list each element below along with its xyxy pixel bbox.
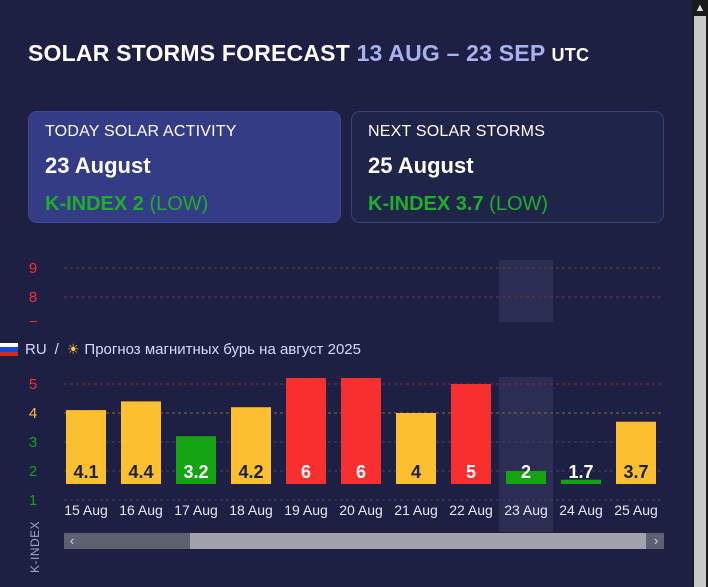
bar-value-label: 4: [411, 462, 421, 482]
bar-16-aug: [121, 401, 161, 484]
y-axis-title: K-INDEX: [28, 521, 42, 573]
chart-horizontal-scrollbar[interactable]: ‹ ›: [64, 533, 664, 549]
x-tick-label: 18 Aug: [229, 502, 273, 518]
today-card-date: 23 August: [45, 153, 151, 178]
forecast-link[interactable]: Прогноз магнитных бурь на август 2025: [84, 341, 361, 358]
page-vertical-scrollbar[interactable]: ▲: [692, 0, 708, 587]
bar-value-label: 6: [301, 462, 311, 482]
scroll-left-arrow-icon[interactable]: ‹: [69, 533, 75, 548]
scroll-up-arrow-icon[interactable]: ▲: [694, 2, 706, 14]
bar-value-label: 4.1: [73, 462, 98, 482]
today-activity-card: TODAY SOLAR ACTIVITY 23 August K-INDEX 2…: [28, 111, 341, 223]
x-tick-label: 16 Aug: [119, 502, 163, 518]
today-highlight-column: [499, 260, 553, 532]
x-tick-label: 17 Aug: [174, 502, 218, 518]
x-tick-label: 24 Aug: [559, 502, 603, 518]
today-kindex: K-INDEX 2 (LOW): [45, 193, 324, 216]
language-overlay: [0, 322, 692, 377]
sun-icon: ☀: [66, 341, 80, 357]
today-card-label: TODAY SOLAR ACTIVITY: [45, 123, 237, 140]
bar-value-label: 5: [466, 462, 476, 482]
x-tick-label: 20 Aug: [339, 502, 383, 518]
y-tick-label: 4: [29, 405, 37, 422]
y-tick-label: 2: [29, 463, 37, 480]
bar-23-aug: [506, 471, 546, 484]
bar-value-label: 4.2: [238, 462, 263, 482]
y-tick-label: 9: [29, 260, 37, 277]
y-tick-label: 1: [29, 492, 37, 509]
bar-18-aug: [231, 407, 271, 484]
bar-21-aug: [396, 413, 436, 484]
next-card-label: NEXT SOLAR STORMS: [368, 123, 546, 140]
today-kindex-level: (LOW): [149, 193, 209, 215]
next-card-date: 25 August: [368, 153, 474, 178]
x-tick-label: 21 Aug: [394, 502, 438, 518]
bar-value-label: 6: [356, 462, 366, 482]
next-kindex-value: K-INDEX 3.7: [368, 193, 484, 215]
y-tick-label: 3: [29, 434, 37, 451]
page-title: SOLAR STORMS FORECAST 13 AUG – 23 SEP UT…: [28, 40, 589, 67]
bar-value-label: 3.7: [623, 462, 648, 482]
x-tick-label: 22 Aug: [449, 502, 493, 518]
language-separator: /: [54, 341, 59, 358]
timezone-label: UTC: [551, 45, 590, 65]
x-tick-label: 25 Aug: [614, 502, 658, 518]
kindex-bar-chart: 1 2 3 4 5 8 9 4.1 15 Aug 4.4 16 Aug 3.2 17 Aug 4.2 18 …: [28, 260, 664, 573]
vertical-scroll-thumb[interactable]: [694, 16, 706, 587]
bar-15-aug: [66, 410, 106, 484]
bar-22-aug: [451, 384, 491, 484]
bar-24-aug: [561, 479, 601, 484]
bar-20-aug: [341, 378, 381, 484]
x-tick-label: 15 Aug: [64, 502, 108, 518]
scroll-thumb[interactable]: [190, 533, 646, 549]
next-kindex-level: (LOW): [489, 193, 549, 215]
date-range: 13 AUG – 23 SEP: [356, 40, 545, 66]
x-tick-label: 23 Aug: [504, 502, 548, 518]
title-text: SOLAR STORMS FORECAST: [28, 40, 350, 66]
y-tick-label: 5: [29, 376, 37, 393]
y-tick-label: 8: [29, 289, 37, 306]
next-kindex: K-INDEX 3.7 (LOW): [368, 193, 647, 216]
russian-flag-icon: [0, 343, 18, 356]
language-bar: RU / ☀ Прогноз магнитных бурь на август …: [0, 341, 361, 358]
bar-value-label: 1.7: [568, 462, 593, 482]
bar-19-aug: [286, 378, 326, 484]
x-tick-label: 19 Aug: [284, 502, 328, 518]
language-switch-ru[interactable]: RU: [25, 341, 47, 358]
bar-value-label: 2: [521, 462, 531, 482]
today-kindex-value: K-INDEX 2: [45, 193, 144, 215]
bar-17-aug: [176, 436, 216, 484]
bar-25-aug: [616, 421, 656, 484]
next-storms-card: NEXT SOLAR STORMS 25 August K-INDEX 3.7 …: [351, 111, 664, 223]
bar-value-label: 3.2: [183, 462, 208, 482]
bar-value-label: 4.4: [128, 462, 153, 482]
scroll-right-arrow-icon[interactable]: ›: [653, 533, 659, 548]
